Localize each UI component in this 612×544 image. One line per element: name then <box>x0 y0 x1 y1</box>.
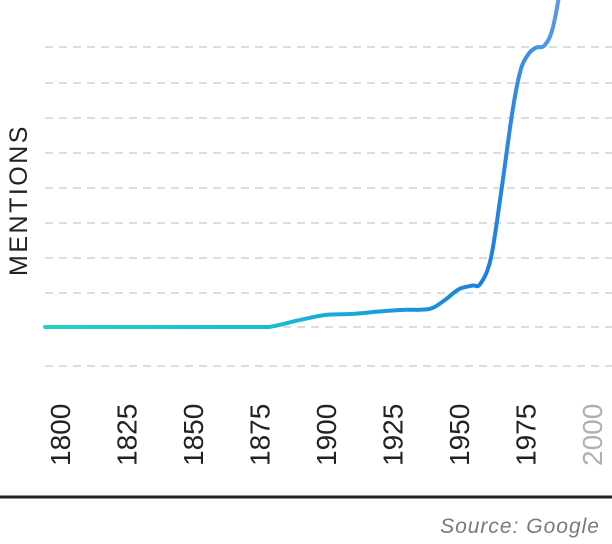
x-tick-label: 1900 <box>311 404 342 466</box>
x-tick-label: 1925 <box>378 404 409 466</box>
x-tick-label: 1825 <box>112 404 143 466</box>
source-note: Source: Google <box>440 515 600 538</box>
x-tick-label: 1850 <box>178 404 209 466</box>
x-axis-ticks: 1800 1825 1850 1875 1900 1925 1950 1975 2000 <box>45 404 608 466</box>
x-tick-label: 1800 <box>45 404 76 466</box>
x-tick-label: 1950 <box>444 404 475 466</box>
x-tick-label: 1875 <box>245 404 276 466</box>
grid-lines <box>45 46 612 367</box>
series-line <box>43 0 561 330</box>
x-tick-label: 2000 <box>577 404 608 466</box>
x-tick-label: 1975 <box>511 404 542 466</box>
y-axis-label: MENTIONS <box>5 124 33 276</box>
